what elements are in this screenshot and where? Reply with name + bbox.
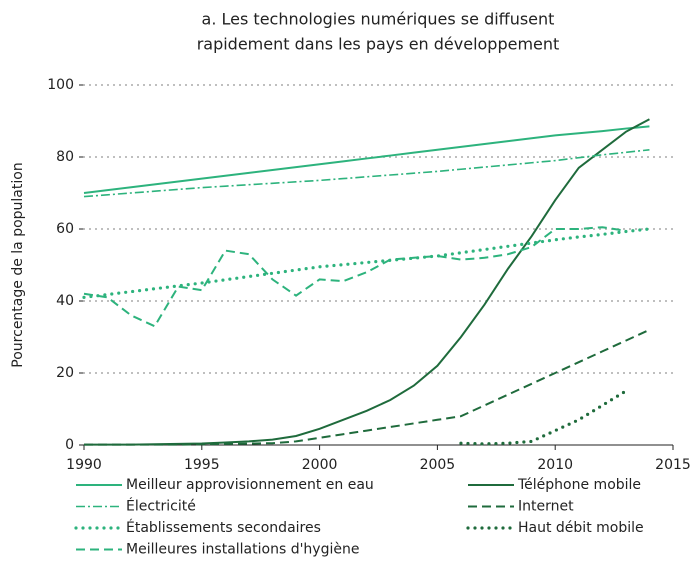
series-line [84,328,650,446]
y-tick-label: 60 [56,221,74,237]
x-tick-label: 2000 [302,457,338,473]
legend-label: Téléphone mobile [517,477,641,493]
legend-label: Haut débit mobile [518,520,644,536]
series-line [82,227,652,299]
series-line [83,149,650,198]
x-tick-label: 1995 [184,457,220,473]
series-line [83,125,650,194]
legend-label: Meilleur approvisionnement en eau [126,477,374,493]
x-tick-label: 1990 [66,457,102,473]
chart-title: rapidement dans les pays en développemen… [197,35,560,54]
legend-label: Électricité [126,498,196,515]
x-tick-label: 2010 [537,457,573,473]
legend-label: Meilleures installations d'hygiène [126,542,359,558]
legend-label: Internet [518,499,574,515]
series-line [83,226,627,328]
series-line [459,389,628,446]
series-line [84,118,650,446]
y-tick-label: 0 [65,437,74,453]
legend-label: Établissements secondaires [126,519,321,536]
y-axis-label: Pourcentage de la population [10,162,26,367]
y-tick-label: 80 [56,149,74,165]
x-tick-label: 2005 [420,457,456,473]
y-tick-label: 20 [56,365,74,381]
y-tick-label: 40 [56,293,74,309]
chart-title: a. Les technologies numériques se diffus… [202,10,555,29]
y-tick-label: 100 [47,77,74,93]
x-tick-label: 2015 [655,457,691,473]
